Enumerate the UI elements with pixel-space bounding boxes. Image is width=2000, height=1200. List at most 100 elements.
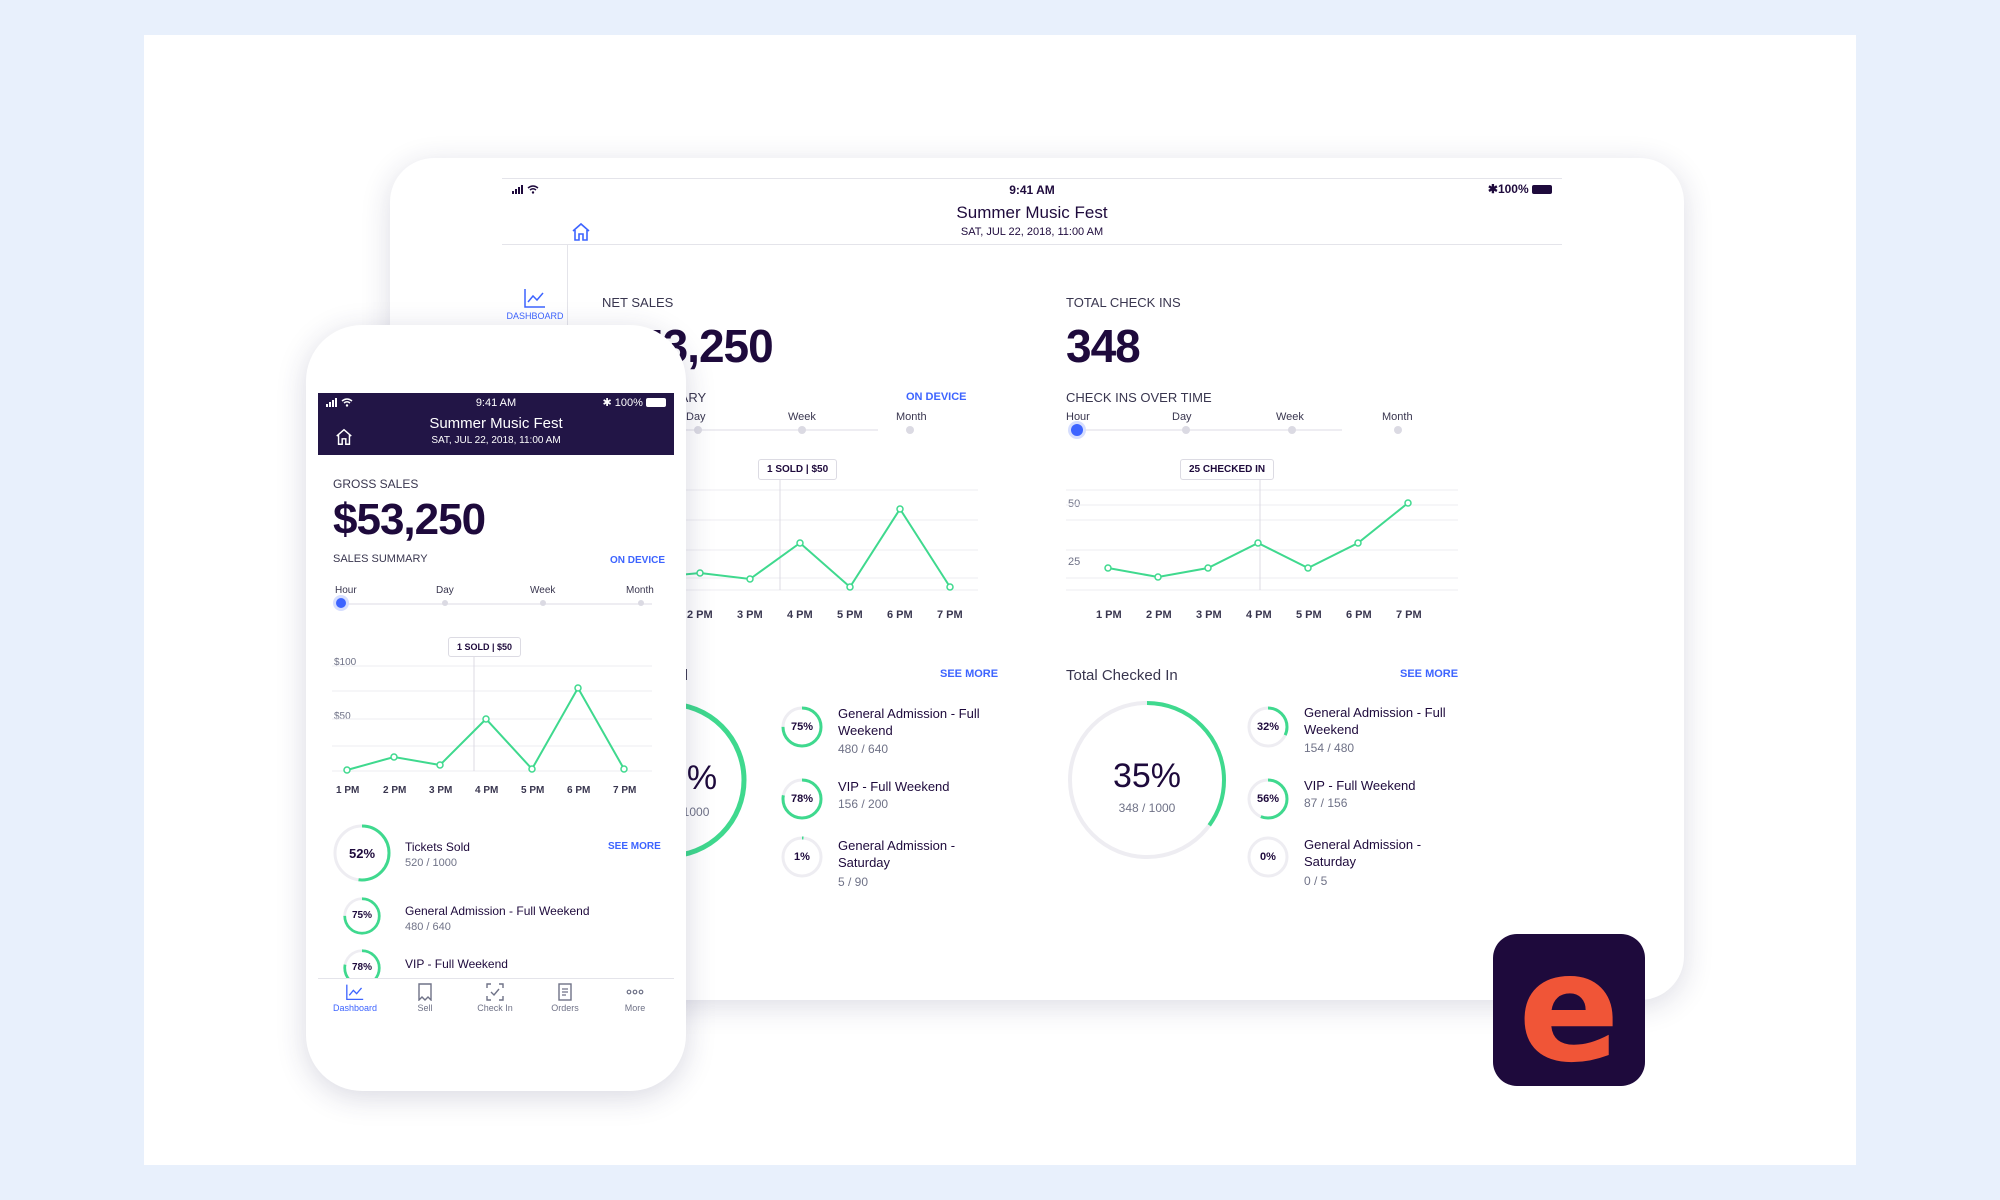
chart-point[interactable]	[946, 583, 954, 591]
x-tick: 7 PM	[613, 785, 637, 796]
nav-more[interactable]: More	[600, 983, 670, 1013]
tickets-sold-title: Tickets Sold	[405, 840, 470, 854]
y-tick: 50	[1068, 498, 1081, 510]
battery-status: ✱ 100%	[603, 396, 666, 409]
chart-point[interactable]	[436, 761, 444, 769]
timeline-dot[interactable]	[694, 426, 702, 434]
chart-point[interactable]	[846, 583, 854, 591]
x-tick: 1 PM	[1096, 609, 1122, 621]
timeline-dot[interactable]	[906, 426, 914, 434]
row-count: 156 / 200	[838, 797, 889, 811]
nav-dashboard[interactable]: Dashboard	[320, 983, 390, 1013]
bluetooth-icon: ✱	[602, 397, 612, 409]
x-tick: 6 PM	[567, 785, 591, 796]
progress-ring	[781, 836, 823, 878]
home-icon[interactable]	[334, 427, 354, 452]
chart-point[interactable]	[1354, 539, 1362, 547]
chart-line-icon	[346, 984, 364, 1001]
tablet-checkin-chart	[1066, 480, 1458, 591]
chart-point[interactable]	[390, 753, 398, 761]
x-tick: 2 PM	[383, 785, 407, 796]
chart-line-icon	[524, 289, 545, 308]
timeline-hour[interactable]: Hour	[1066, 411, 1090, 423]
timeline-dot[interactable]	[540, 600, 546, 606]
timeline-dot[interactable]	[1288, 426, 1296, 434]
timeline-week[interactable]: Week	[530, 585, 556, 596]
sidebar-item-label: DASHBOARD	[506, 311, 564, 321]
row-percent: 1%	[794, 851, 810, 863]
timeline-dot[interactable]	[1182, 426, 1190, 434]
on-device-link[interactable]: ON DEVICE	[906, 391, 967, 403]
x-tick: 1 PM	[336, 785, 360, 796]
chart-point[interactable]	[896, 505, 904, 513]
chart-point[interactable]	[343, 766, 351, 774]
x-tick: 2 PM	[687, 609, 713, 621]
checked-in-see-more[interactable]: SEE MORE	[1400, 668, 1459, 680]
phone-time: 9:41 AM	[475, 397, 517, 409]
progress-ring	[333, 824, 391, 882]
ticket-icon	[418, 983, 432, 1001]
chart-point[interactable]	[1304, 564, 1312, 572]
tablet-status-bar: 9:41 AM ✱100%	[502, 179, 1562, 201]
chart-point[interactable]	[620, 765, 628, 773]
x-tick: 5 PM	[1296, 609, 1322, 621]
timeline-day[interactable]: Day	[436, 585, 454, 596]
nav-check-in[interactable]: Check In	[460, 983, 530, 1013]
chart-point[interactable]	[1204, 564, 1212, 572]
timeline-hour[interactable]: Hour	[335, 585, 357, 596]
tickets-see-more[interactable]: SEE MORE	[608, 841, 661, 852]
nav-sell[interactable]: Sell	[390, 983, 460, 1013]
on-device-link[interactable]: ON DEVICE	[610, 555, 666, 566]
row-name: General Admission - Saturday	[838, 838, 956, 870]
timeline-dot[interactable]	[798, 426, 806, 434]
timeline-week[interactable]: Week	[788, 411, 816, 423]
net-sales-label: NET SALES	[602, 295, 674, 310]
chart-point[interactable]	[696, 569, 704, 577]
chart-point[interactable]	[528, 765, 536, 773]
check-ins-over-time-label: CHECK INS OVER TIME	[1066, 390, 1212, 405]
timeline-week[interactable]: Week	[1276, 411, 1304, 423]
chart-point[interactable]	[1404, 499, 1412, 507]
timeline-selected-dot[interactable]	[1071, 424, 1083, 436]
timeline-day[interactable]: Day	[686, 411, 706, 423]
nav-label: Check In	[477, 1003, 513, 1013]
sidebar-item-dashboard[interactable]: DASHBOARD	[506, 287, 564, 321]
x-tick: 6 PM	[887, 609, 913, 621]
battery-icon	[1532, 185, 1552, 194]
signal-wifi-icon	[326, 397, 356, 410]
nav-orders[interactable]: Orders	[530, 983, 600, 1013]
timeline-month[interactable]: Month	[626, 585, 654, 596]
timeline-dot[interactable]	[1394, 426, 1402, 434]
chart-point[interactable]	[1154, 573, 1162, 581]
timeline-selected-dot[interactable]	[336, 598, 346, 608]
battery-icon	[646, 398, 666, 407]
chart-point[interactable]	[1254, 539, 1262, 547]
chart-point[interactable]	[1104, 564, 1112, 572]
x-tick: 4 PM	[1246, 609, 1272, 621]
total-check-ins-value: 348	[1066, 320, 1141, 372]
signal-wifi-icon	[512, 183, 542, 197]
sales-summary-label: SALES SUMMARY	[333, 553, 428, 565]
total-checked-in-title: Total Checked In	[1066, 667, 1178, 684]
timeline-month[interactable]: Month	[896, 411, 927, 423]
timeline-dot[interactable]	[442, 600, 448, 606]
tickets-see-more[interactable]: SEE MORE	[940, 668, 999, 680]
x-tick: 7 PM	[1396, 609, 1422, 621]
event-date: SAT, JUL 22, 2018, 11:00 AM	[431, 435, 561, 446]
row-percent: 75%	[351, 910, 372, 921]
chart-point[interactable]	[746, 575, 754, 583]
progress-ring	[781, 706, 823, 748]
chart-point[interactable]	[482, 715, 490, 723]
home-icon[interactable]	[570, 221, 592, 248]
nav-label: More	[624, 1003, 646, 1013]
event-title: Summer Music Fest	[429, 415, 563, 432]
timeline-dot[interactable]	[638, 600, 644, 606]
bluetooth-icon: ✱	[1487, 182, 1498, 196]
receipt-icon	[558, 983, 572, 1001]
progress-ring	[1247, 778, 1289, 820]
chart-point[interactable]	[796, 539, 804, 547]
chart-point[interactable]	[574, 684, 582, 692]
timeline-month[interactable]: Month	[1382, 411, 1413, 423]
x-tick: 3 PM	[1196, 609, 1222, 621]
timeline-day[interactable]: Day	[1172, 411, 1192, 423]
